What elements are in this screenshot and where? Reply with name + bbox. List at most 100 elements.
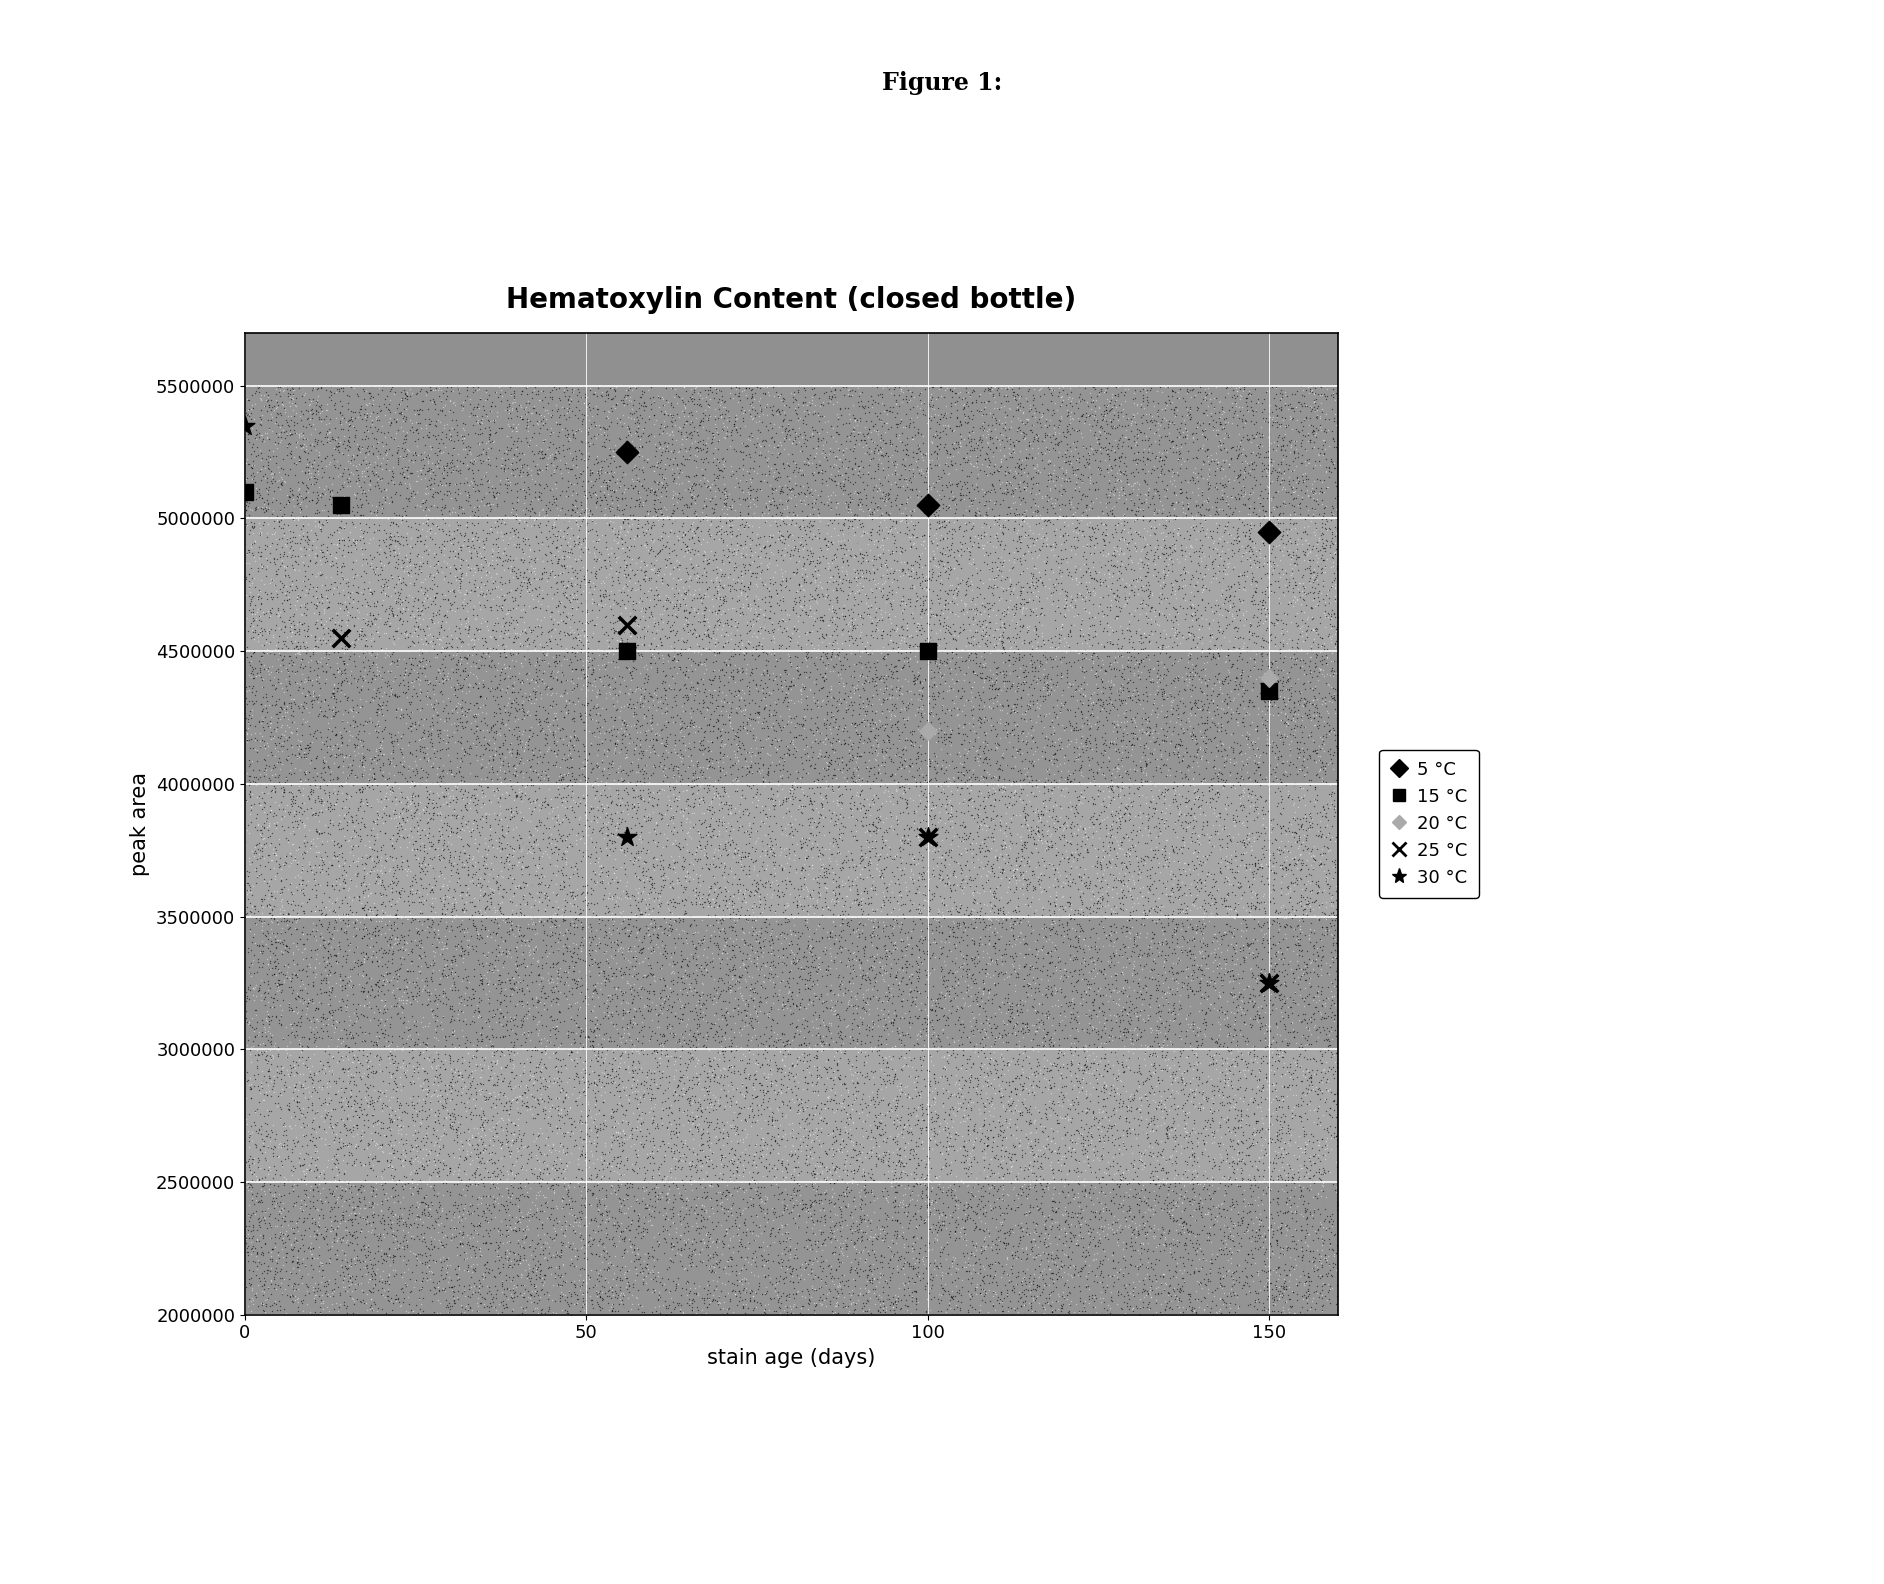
Point [328, 725, 358, 751]
Point [1213, 451, 1243, 477]
Point [776, 523, 806, 548]
Point [407, 489, 437, 515]
Point [1179, 1183, 1210, 1209]
Point [1061, 735, 1091, 760]
Point [1115, 836, 1145, 862]
Point [746, 1052, 776, 1077]
Point [727, 512, 757, 537]
Point [365, 1007, 396, 1033]
Point [249, 795, 279, 821]
Point [281, 640, 311, 665]
Point [277, 787, 307, 813]
Point [554, 911, 584, 936]
Point [414, 537, 445, 562]
Point [821, 1256, 852, 1281]
Point [806, 1064, 836, 1090]
Point [648, 860, 678, 885]
Point [857, 565, 887, 591]
Point [486, 830, 516, 855]
Point [1179, 893, 1210, 919]
Point [333, 442, 364, 467]
Point [546, 1098, 577, 1123]
Point [993, 767, 1023, 792]
Point [526, 472, 556, 497]
Point [1123, 608, 1153, 634]
Point [1000, 692, 1031, 718]
Point [520, 686, 550, 711]
Point [241, 1297, 271, 1323]
Point [556, 898, 586, 923]
Point [535, 1004, 565, 1030]
Point [543, 1066, 573, 1091]
Point [1121, 678, 1151, 703]
Point [891, 971, 921, 996]
Point [409, 656, 439, 681]
Point [1076, 1215, 1106, 1240]
Point [754, 1158, 784, 1183]
Point [661, 786, 691, 811]
Point [678, 775, 708, 800]
Point [686, 737, 716, 762]
Point [1183, 1095, 1213, 1120]
Point [1270, 1131, 1300, 1156]
Point [1257, 859, 1287, 884]
Point [825, 802, 855, 827]
Point [720, 862, 750, 887]
Point [1200, 502, 1230, 527]
Point [386, 1148, 416, 1174]
Point [1053, 901, 1083, 927]
Point [938, 756, 968, 781]
Point [727, 678, 757, 703]
Point [298, 1017, 328, 1042]
Point [904, 782, 934, 808]
Point [840, 478, 870, 504]
Point [1100, 447, 1130, 472]
Point [1072, 1220, 1102, 1245]
Point [744, 442, 774, 467]
Point [1125, 1180, 1155, 1205]
Point [1149, 437, 1179, 463]
Point [948, 881, 978, 906]
Point [595, 445, 625, 470]
Point [599, 1180, 629, 1205]
Point [693, 597, 723, 623]
Point [512, 1199, 543, 1224]
Point [595, 649, 625, 675]
Point [820, 1156, 850, 1182]
Point [944, 1004, 974, 1030]
Point [439, 971, 469, 996]
Point [718, 718, 748, 743]
Point [1053, 1243, 1083, 1269]
Point [776, 537, 806, 562]
Point [484, 472, 514, 497]
Point [495, 1217, 526, 1242]
Point [867, 607, 897, 632]
Point [803, 798, 833, 824]
Point [846, 388, 876, 413]
Point [578, 756, 609, 781]
Point [433, 803, 463, 828]
Point [605, 811, 635, 836]
Point [944, 1090, 974, 1115]
Point [1095, 1264, 1125, 1289]
Point [528, 665, 558, 691]
Point [1081, 1220, 1112, 1245]
Point [789, 1044, 820, 1069]
Point [268, 876, 298, 901]
Point [317, 1215, 347, 1240]
Point [754, 697, 784, 722]
Point [599, 1232, 629, 1258]
Point [477, 520, 507, 545]
Point [333, 591, 364, 616]
Point [797, 502, 827, 527]
Point [309, 597, 339, 623]
Point [590, 1087, 620, 1112]
Point [266, 383, 296, 409]
Point [1021, 1148, 1051, 1174]
Point [284, 642, 315, 667]
Point [1042, 1057, 1072, 1082]
Point [1080, 580, 1110, 605]
Point [667, 993, 697, 1019]
Point [1168, 855, 1198, 881]
Point [972, 961, 1002, 987]
